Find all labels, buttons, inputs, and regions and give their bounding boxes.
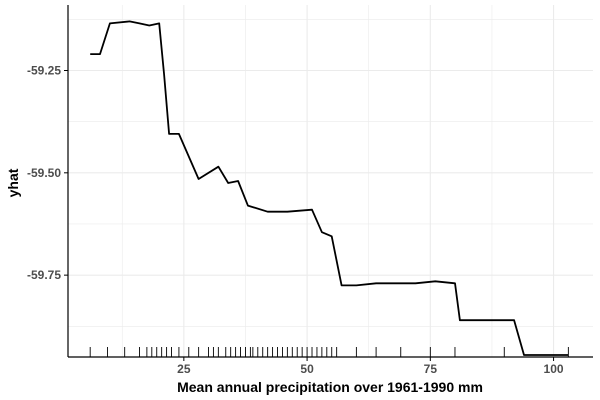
ticks: 25 50 75 100 -59.25 -59.50 -59.75 <box>27 63 564 376</box>
x-tick-label: 25 <box>177 362 191 376</box>
rug-marks <box>89 347 569 357</box>
series-lines <box>90 20 569 356</box>
y-axis-title: yhat <box>5 168 21 197</box>
x-axis-title: Mean annual precipitation over 1961-1990… <box>177 379 483 395</box>
x-tick-label: 75 <box>424 362 438 376</box>
x-tick-label: 100 <box>544 362 564 376</box>
axes <box>67 5 593 358</box>
y-tick-label: -59.25 <box>27 63 61 77</box>
series-line <box>90 20 569 356</box>
y-tick-label: -59.75 <box>27 268 61 282</box>
grid <box>68 5 593 357</box>
y-tick-label: -59.50 <box>27 166 61 180</box>
x-tick-label: 50 <box>300 362 314 376</box>
